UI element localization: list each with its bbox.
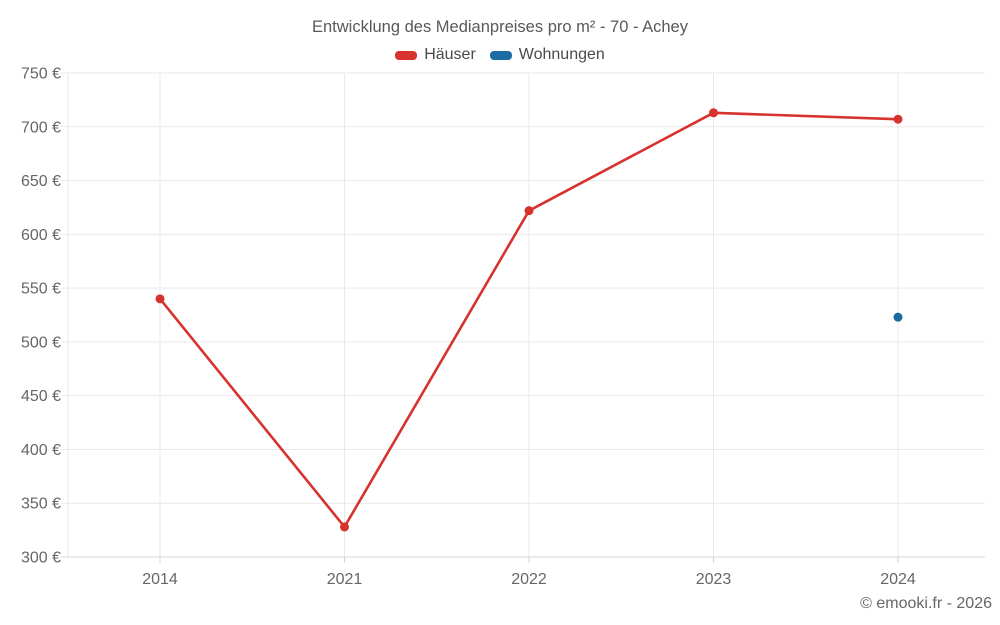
- chart-title: Entwicklung des Medianpreises pro m² - 7…: [311, 18, 688, 36]
- y-axis-label-500: 500 €: [21, 334, 61, 351]
- y-axis-label-700: 700 €: [21, 119, 61, 136]
- data-point-hauser-2021[interactable]: [340, 522, 349, 532]
- legend-label-wohnungen: Wohnungen: [518, 46, 605, 63]
- y-axis-label-550: 550 €: [21, 281, 61, 298]
- x-axis-label-2024: 2024: [880, 571, 916, 588]
- data-point-hauser-2023[interactable]: [709, 108, 718, 118]
- y-axis-label-300: 300 €: [21, 550, 61, 567]
- legend-swatch-haeuser-icon: [395, 50, 418, 60]
- legend-item-wohnungen[interactable]: Wohnungen: [489, 46, 605, 64]
- y-axis-label-450: 450 €: [21, 388, 61, 405]
- legend-swatch-wohnungen-icon: [489, 50, 512, 60]
- x-axis-label-2022: 2022: [511, 571, 547, 588]
- y-axis-label-750: 750 €: [21, 66, 61, 83]
- y-axis-label-350: 350 €: [21, 496, 61, 513]
- x-axis-label-2021: 2021: [327, 571, 363, 588]
- legend-item-haeuser[interactable]: Häuser: [395, 46, 476, 64]
- y-axis-label-600: 600 €: [21, 227, 61, 244]
- data-point-wohnungen-2024[interactable]: [893, 312, 903, 322]
- y-axis-label-400: 400 €: [21, 442, 61, 459]
- data-point-hauser-2014[interactable]: [155, 294, 165, 304]
- y-axis-label-650: 650 €: [21, 173, 61, 190]
- copyright: © emooki.fr - 2026: [860, 595, 992, 612]
- data-point-hauser-2022[interactable]: [524, 206, 534, 216]
- legend-label-haeuser: Häuser: [424, 46, 476, 63]
- legend: Häuser Wohnungen: [0, 46, 1000, 64]
- x-axis-label-2023: 2023: [696, 571, 732, 588]
- x-axis-label-2014: 2014: [142, 571, 178, 588]
- data-point-hauser-2024[interactable]: [893, 114, 903, 124]
